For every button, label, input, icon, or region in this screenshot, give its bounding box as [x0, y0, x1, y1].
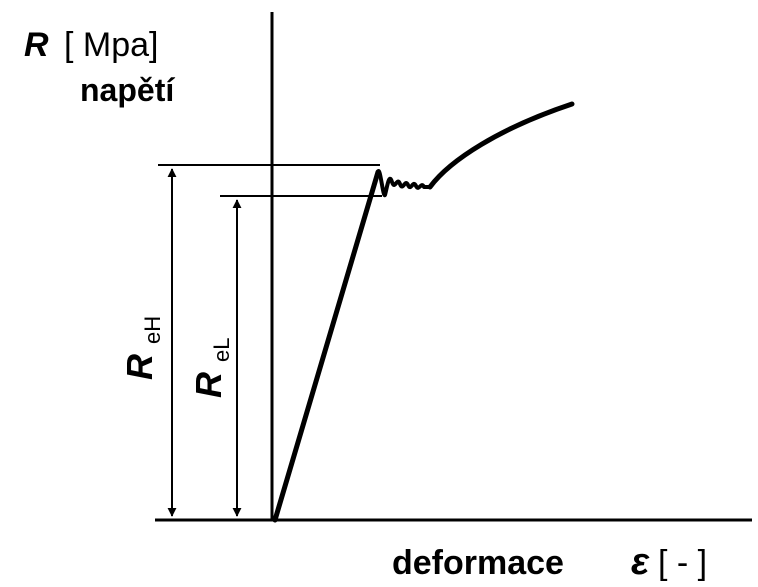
upper-yield-symbol: R: [119, 354, 160, 380]
x-axis-name: deformace: [392, 544, 564, 582]
y-axis-label: R [ Mpa]: [24, 26, 159, 64]
y-axis-name: napětí: [80, 72, 175, 108]
y-axis-symbol: R: [24, 26, 49, 64]
x-axis-unit: [ - ]: [658, 544, 707, 582]
x-axis-symbol: ε: [631, 541, 650, 583]
lower-yield-label: R eL: [188, 338, 234, 399]
lower-yield-symbol: R: [188, 372, 229, 398]
lower-yield-subscript: eL: [209, 338, 234, 362]
upper-yield-subscript: eH: [140, 316, 165, 344]
strain-hardening-curve: [427, 101, 575, 190]
y-axis-unit: [ Mpa]: [64, 26, 158, 64]
yield-plateau-oscillation: [376, 169, 430, 198]
elastic-region-line: [272, 169, 381, 523]
upper-yield-label: R eH: [119, 316, 165, 380]
